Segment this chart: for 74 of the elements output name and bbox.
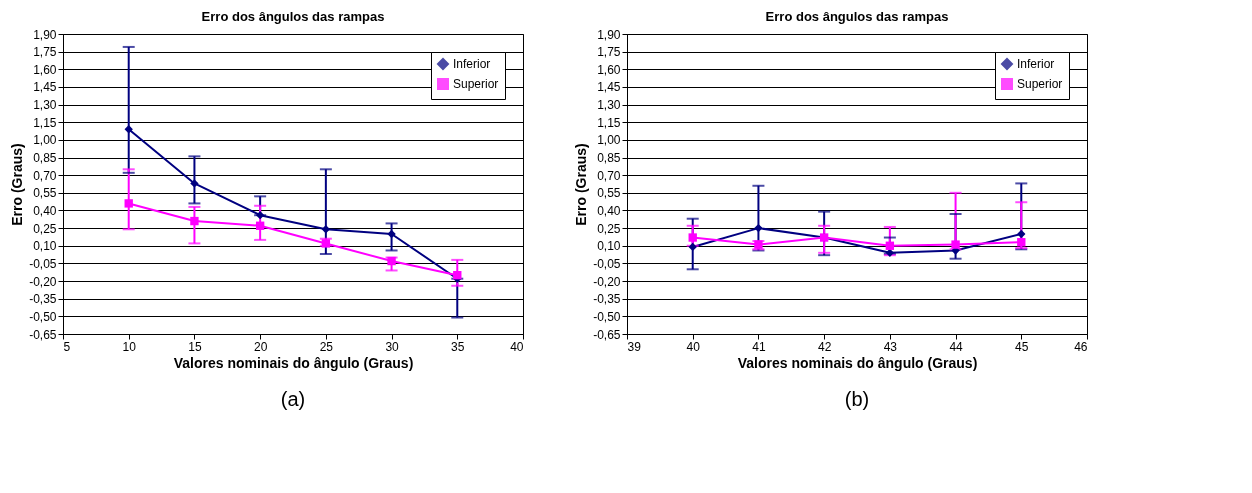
y-tick-label: 1,75 [597, 45, 621, 60]
legend-label: Inferior [1017, 57, 1055, 71]
legend-label: Superior [453, 77, 499, 91]
point [190, 216, 199, 226]
y-tick-label: -0,20 [593, 274, 621, 289]
y-tick-label: 0,10 [33, 239, 57, 254]
y-axis-title: Erro (Graus) [573, 143, 590, 226]
y-tick-label: 0,70 [597, 168, 621, 183]
x-tick-label: 35 [451, 339, 465, 354]
x-tick-label: 39 [627, 339, 642, 354]
x-tick-label: 43 [883, 339, 898, 354]
y-tick-label: 1,60 [597, 62, 621, 77]
y-tick-label: 1,90 [33, 27, 57, 42]
x-tick-label: 42 [817, 339, 832, 354]
y-tick-label: 1,00 [33, 133, 57, 148]
y-tick-label: 1,45 [33, 80, 57, 95]
x-tick-label: 40 [510, 339, 524, 354]
y-tick-label: 1,00 [597, 133, 621, 148]
point [124, 125, 133, 134]
y-tick-label: 1,30 [597, 98, 621, 113]
y-tick-label: 1,15 [33, 115, 57, 130]
y-tick-label: -0,50 [593, 309, 621, 324]
y-tick-label: 0,85 [597, 151, 621, 166]
x-tick-label: 25 [319, 339, 334, 354]
point [190, 179, 199, 188]
x-tick-label: 45 [1015, 339, 1029, 354]
x-tick-label: 5 [63, 339, 71, 354]
y-tick-label: 0,40 [33, 203, 57, 218]
x-tick-label: 10 [122, 339, 137, 354]
y-tick-label: 1,45 [597, 80, 621, 95]
y-tick-label: 0,85 [33, 151, 57, 166]
point [321, 225, 331, 234]
point [387, 256, 396, 266]
y-tick-label: -0,05 [593, 256, 621, 271]
y-tick-label: 1,90 [597, 27, 621, 42]
y-tick-label: 0,10 [597, 239, 621, 254]
y-tick-label: 0,70 [33, 168, 57, 183]
point [387, 229, 396, 239]
legend-label: Inferior [453, 57, 491, 71]
y-tick-label: -0,65 [593, 327, 621, 342]
chart-title: Erro dos ângulos das rampas [201, 9, 385, 24]
x-tick-label: 41 [752, 339, 766, 354]
legend-label: Superior [1017, 77, 1063, 91]
y-tick-label: -0,35 [593, 292, 621, 307]
y-tick-label: 0,55 [33, 186, 57, 201]
y-tick-label: 0,25 [597, 221, 621, 236]
y-tick-label: -0,50 [29, 309, 57, 324]
x-tick-label: 15 [188, 339, 202, 354]
y-tick-label: -0,65 [29, 327, 57, 342]
y-tick-label: 0,25 [33, 221, 57, 236]
y-tick-label: -0,20 [29, 274, 57, 289]
y-tick-label: -0,35 [29, 292, 57, 307]
x-tick-label: 46 [1074, 339, 1088, 354]
y-tick-label: 1,15 [597, 115, 621, 130]
chart-title: Erro dos ângulos das rampas [765, 9, 949, 24]
x-axis-title: Valores nominais do ângulo (Graus) [737, 354, 978, 371]
y-tick-label: -0,05 [29, 256, 57, 271]
point [255, 221, 265, 230]
x-tick-label: 30 [385, 339, 400, 354]
x-tick-label: 44 [949, 339, 964, 354]
text: (b) [844, 388, 870, 410]
text: (a) [280, 388, 306, 410]
point [453, 270, 462, 280]
y-axis-title: Erro (Graus) [9, 143, 26, 226]
y-tick-label: 1,75 [33, 45, 57, 60]
y-tick-label: 0,40 [597, 203, 621, 218]
y-tick-label: 1,60 [33, 62, 57, 77]
y-tick-label: 1,30 [33, 98, 57, 113]
y-tick-label: 0,55 [597, 186, 621, 201]
x-tick-label: 20 [253, 339, 268, 354]
x-axis-title: Valores nominais do ângulo (Graus) [173, 354, 414, 371]
point [124, 199, 133, 208]
x-tick-label: 40 [686, 339, 701, 354]
point [255, 210, 265, 220]
